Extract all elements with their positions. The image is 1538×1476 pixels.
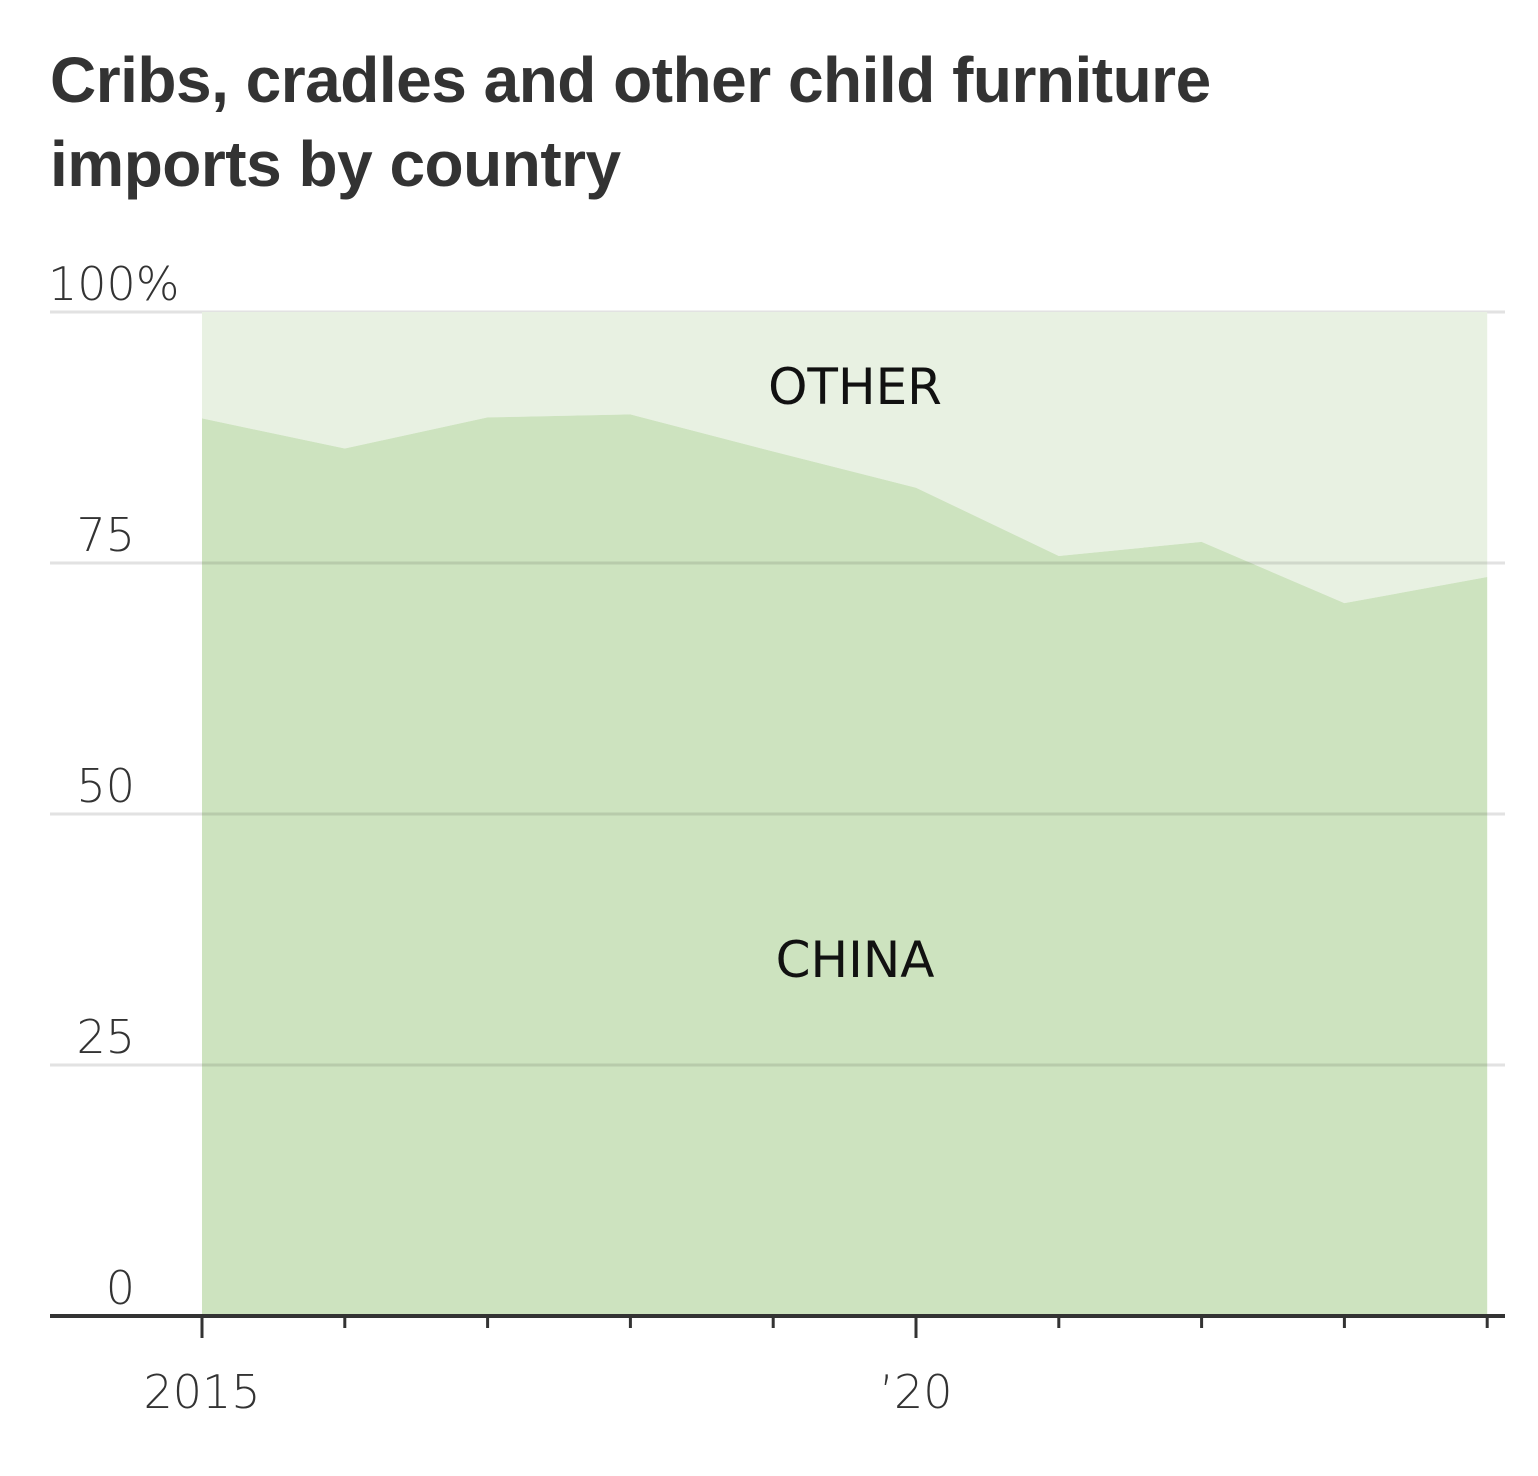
- y-tick-label: 25: [76, 1010, 135, 1064]
- area-other: [202, 312, 1488, 604]
- label-other: OTHER: [768, 358, 942, 416]
- x-tick-label: ’20: [879, 1365, 952, 1419]
- y-tick-label: 50: [76, 759, 135, 813]
- y-tick-label: 0: [106, 1261, 135, 1315]
- chart-title: Cribs, cradles and other child furniture…: [50, 44, 1211, 200]
- y-tick-label: 100%: [48, 257, 180, 311]
- area-china: [202, 414, 1488, 1317]
- y-tick-label: 75: [76, 508, 135, 562]
- x-tick-label: 2015: [143, 1365, 260, 1419]
- label-china: CHINA: [776, 931, 935, 989]
